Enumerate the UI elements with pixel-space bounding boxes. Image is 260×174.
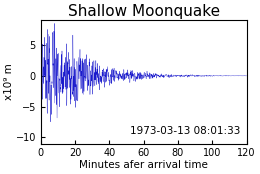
Title: Shallow Moonquake: Shallow Moonquake — [68, 4, 220, 19]
Y-axis label: x10⁹ m: x10⁹ m — [4, 64, 14, 100]
Text: 1973-03-13 08:01:33: 1973-03-13 08:01:33 — [130, 126, 240, 136]
X-axis label: Minutes afer arrival time: Minutes afer arrival time — [79, 160, 208, 170]
